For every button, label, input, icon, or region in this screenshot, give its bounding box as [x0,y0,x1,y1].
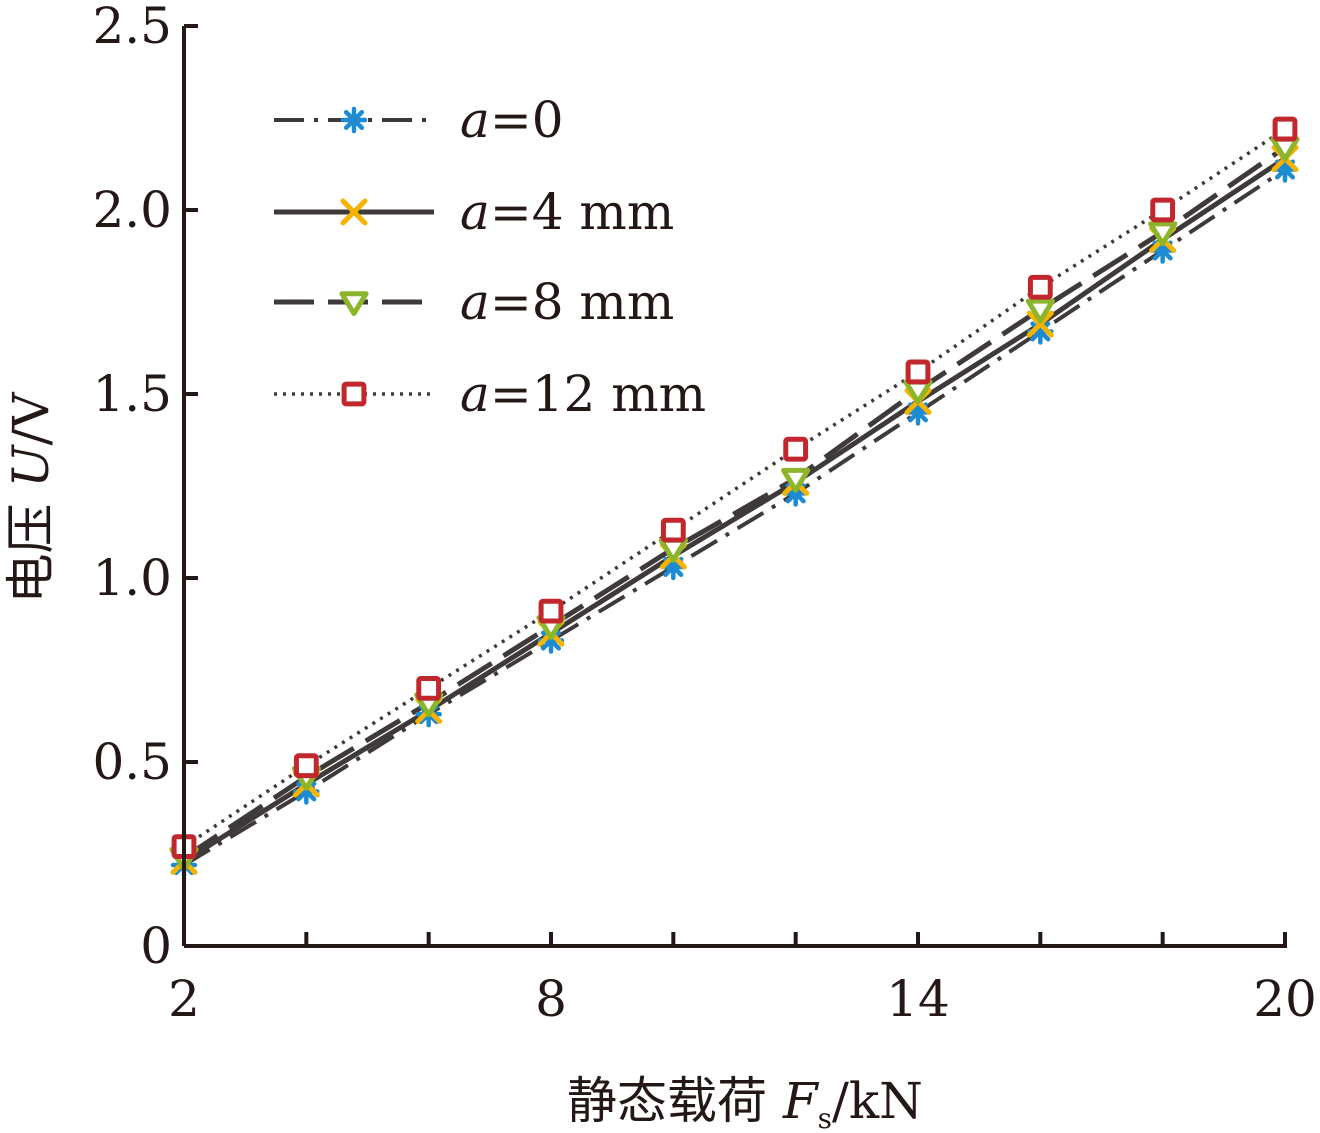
y-tick-label-1: 1.0 [92,549,172,607]
x-axis-title: 静态载荷 Fs/kN [567,1072,923,1133]
y-tick-label-1.5: 1.5 [92,365,172,423]
series-line-2 [182,145,1287,860]
legend-label-0-eq: =0 [490,91,564,149]
x-tick-label-14: 14 [886,970,950,1028]
series-2-point-5 [781,467,811,493]
x-axis-title-prefix: 静态载荷 [567,1072,783,1130]
legend-label-3: a=12 mm [460,365,706,423]
legend-label-3-eq: =12 mm [490,365,706,423]
series-1-point-7 [1026,310,1054,338]
series-3-point-4 [660,517,686,543]
y-tick-label-0.5: 0.5 [92,733,172,791]
legend-label-1: a=4 mm [460,183,674,241]
legend-label-0-var: a [460,91,490,149]
legend-label-2-eq: =8 mm [490,273,674,331]
series-3-point-5 [783,436,809,462]
series-line-0 [182,167,1287,867]
series-line-3 [183,127,1286,849]
series-3-point-9 [1272,116,1298,142]
x-tick-label-8: 8 [535,970,567,1028]
series-2-point-8 [1148,221,1178,247]
legend-label-1-eq: =4 mm [490,183,674,241]
x-tick-label-2: 2 [168,970,200,1028]
x-axis-title-symbol: F [782,1072,820,1130]
y-axis-title: 电压 U/V [2,392,60,604]
axes [182,26,1287,948]
legend-label-3-var: a [460,365,490,423]
legend: a=0a=4 mma=8 mma=12 mm [274,91,706,423]
y-axis-title-unit: /V [2,392,60,446]
series-3-point-6 [905,359,931,385]
legend-marker-3 [341,381,367,407]
series-3-point-3 [538,598,564,624]
series-3-point-7 [1027,274,1053,300]
x-axis-title-unit: /kN [832,1072,923,1130]
legend-marker-0 [340,106,368,134]
y-tick-label-2.5: 2.5 [92,0,172,55]
series-2-point-7 [1025,298,1055,324]
plot-lines [182,127,1287,867]
plot-markers [169,116,1300,879]
x-axis-title-subscript: s [818,1102,832,1133]
y-axis-title-symbol: U [2,444,60,488]
series-line-1 [182,156,1287,864]
legend-label-2-var: a [460,273,490,331]
ticks: 2 8 14 20 0 0.5 1.0 1.5 2.0 2.5 [92,0,1316,1028]
legend-label-1-var: a [460,183,490,241]
y-tick-label-0: 0 [140,917,172,975]
y-axis-title-prefix: 电压 [2,488,60,604]
legend-label-2: a=8 mm [460,273,674,331]
y-tick-label-2: 2.0 [92,181,172,239]
series-3-point-1 [293,753,319,779]
x-tick-label-20: 20 [1253,970,1317,1028]
series-3-point-2 [416,676,442,701]
series-3-point-8 [1150,197,1176,223]
legend-label-0: a=0 [460,91,564,149]
legend-marker-1 [340,198,368,226]
legend-marker-2 [339,291,369,317]
